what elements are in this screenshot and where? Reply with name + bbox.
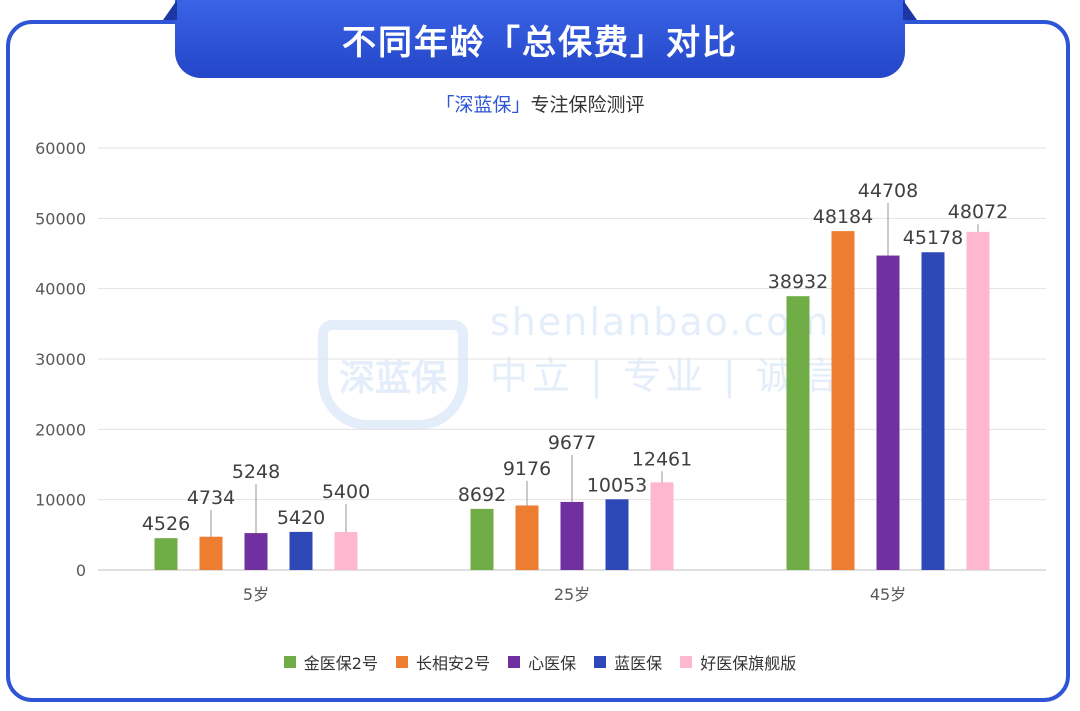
data-label: 5248	[232, 461, 280, 483]
bar	[650, 482, 674, 570]
data-label: 48072	[948, 201, 1008, 223]
y-tick-label: 40000	[35, 280, 86, 299]
data-label: 9677	[548, 432, 596, 454]
bar	[921, 252, 945, 571]
data-label: 9176	[503, 458, 551, 480]
bar	[199, 536, 223, 570]
bar	[560, 501, 584, 570]
legend-swatch	[395, 656, 408, 668]
legend-item: 心医保	[508, 650, 576, 674]
data-label: 45178	[903, 227, 963, 249]
legend-label: 蓝医保	[614, 654, 663, 673]
data-label: 8692	[458, 484, 506, 506]
bar	[605, 499, 629, 570]
legend-label: 心医保	[528, 654, 577, 673]
bar	[154, 538, 178, 570]
y-tick-label: 20000	[35, 420, 86, 439]
bar	[289, 531, 313, 570]
legend-item: 好医保旗舰版	[680, 650, 796, 674]
bar	[831, 231, 855, 570]
subtitle-brand: 「深蓝保」	[435, 94, 531, 116]
data-label: 5420	[277, 507, 325, 529]
subtitle: 「深蓝保」专注保险测评	[0, 90, 1080, 117]
y-tick-label: 10000	[35, 491, 86, 510]
legend-swatch	[283, 656, 296, 668]
data-label: 12461	[632, 448, 692, 470]
data-label: 4734	[187, 487, 235, 509]
legend-swatch	[680, 656, 693, 668]
bar	[786, 296, 810, 570]
data-label: 48184	[813, 206, 873, 228]
bar	[334, 532, 358, 570]
data-label: 38932	[768, 271, 828, 293]
x-tick-label: 25岁	[554, 585, 590, 604]
x-tick-label: 5岁	[243, 585, 269, 604]
y-tick-label: 50000	[35, 209, 86, 228]
bar	[470, 508, 494, 570]
legend-swatch	[508, 656, 521, 668]
data-label: 4526	[142, 513, 190, 535]
legend-label: 好医保旗舰版	[700, 654, 797, 673]
bar	[966, 231, 990, 570]
bar	[515, 505, 539, 570]
x-tick-label: 45岁	[870, 585, 906, 604]
data-label: 5400	[322, 481, 370, 503]
data-label: 44708	[858, 180, 918, 202]
y-tick-label: 30000	[35, 350, 86, 369]
legend-swatch	[594, 656, 607, 668]
page-title: 不同年龄「总保费」对比	[342, 22, 738, 63]
legend-label: 金医保2号	[303, 654, 378, 673]
data-label: 10053	[587, 474, 647, 496]
y-tick-label: 0	[76, 561, 86, 580]
title-banner: 不同年龄「总保费」对比	[175, 0, 905, 78]
chart-legend: 金医保2号 长相安2号 心医保 蓝医保 好医保旗舰版	[0, 650, 1080, 674]
legend-item: 金医保2号	[283, 650, 378, 674]
legend-label: 长相安2号	[415, 654, 491, 673]
legend-item: 长相安2号	[395, 650, 491, 674]
subtitle-tagline: 专注保险测评	[530, 94, 645, 116]
y-tick-label: 60000	[35, 139, 86, 158]
bar	[244, 533, 268, 570]
legend-item: 蓝医保	[594, 650, 662, 674]
bar	[876, 255, 900, 571]
